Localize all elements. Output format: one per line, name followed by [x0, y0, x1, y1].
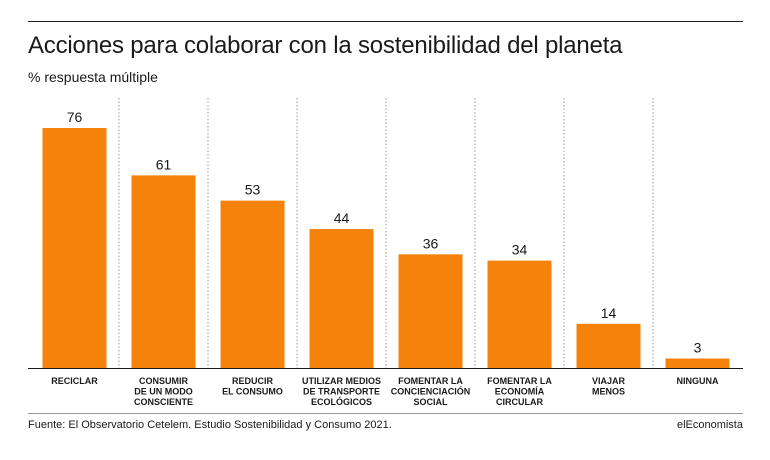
chart-subtitle: % respuesta múltiple: [28, 69, 158, 85]
category-label-line: CONSUMIR: [139, 376, 188, 386]
value-label: 36: [423, 235, 439, 251]
category-label-line: MENOS: [592, 387, 625, 397]
category-label: UTILIZAR MEDIOS DE TRANSPORTE ECOLÓGICOS: [302, 376, 381, 407]
bar: [220, 200, 285, 368]
category-label-line: FOMENTAR LA: [487, 376, 552, 386]
top-rule: [28, 21, 743, 22]
category-label-line: DE UN MODO: [134, 387, 193, 397]
value-label: 14: [601, 305, 617, 321]
source-note: Fuente: El Observatorio Cetelem. Estudio…: [28, 419, 392, 431]
bar: [665, 358, 730, 368]
category-label-line: ECONOMÍA: [495, 387, 545, 397]
category-label: FOMENTAR LA CONCIENCIACIÓN SOCIAL: [391, 376, 471, 407]
bar-chart: 76 61 53 44 36 34 14 3 RECICLAR CONSUMIR DE UN MO…: [28, 98, 743, 407]
value-label: 61: [156, 156, 172, 172]
bar: [576, 323, 641, 368]
category-label-line: UTILIZAR MEDIOS: [302, 376, 381, 386]
category-label-line: VIAJAR: [592, 376, 626, 386]
category-labels: RECICLAR CONSUMIR DE UN MODO CONSCIENTE REDU…: [51, 376, 719, 407]
category-label: RECICLAR: [51, 376, 98, 386]
footer-rule: [28, 413, 743, 414]
value-label: 44: [334, 210, 350, 226]
category-label-line: RECICLAR: [51, 376, 98, 386]
category-label-line: CIRCULAR: [496, 397, 543, 407]
brand-logo-text: elEconomista: [676, 419, 743, 431]
value-label: 34: [512, 242, 528, 258]
bar: [398, 254, 463, 368]
column-dividers: [118, 98, 654, 368]
bar: [42, 128, 107, 368]
bar: [131, 175, 196, 368]
category-label-line: ECOLÓGICOS: [311, 396, 372, 407]
value-label: 53: [245, 182, 261, 198]
category-label-line: CONSCIENTE: [134, 397, 193, 407]
category-label: REDUCIR EL CONSUMO: [222, 376, 283, 397]
value-label: 3: [694, 340, 702, 356]
category-label: NINGUNA: [677, 376, 719, 386]
category-label-line: SOCIAL: [413, 397, 448, 407]
category-label-line: NINGUNA: [677, 376, 719, 386]
chart-title: Acciones para colaborar con la sostenibi…: [28, 32, 623, 59]
value-labels: 76 61 53 44 36 34 14 3: [67, 109, 702, 356]
bars: [42, 128, 730, 368]
category-label-line: DE TRANSPORTE: [303, 387, 380, 397]
category-label: VIAJAR MENOS: [592, 376, 626, 397]
category-label: FOMENTAR LA ECONOMÍA CIRCULAR: [487, 376, 552, 407]
category-label-line: REDUCIR: [232, 376, 274, 386]
category-label-line: CONCIENCIACIÓN: [391, 386, 471, 397]
category-label-line: EL CONSUMO: [222, 387, 283, 397]
value-label: 76: [67, 109, 83, 125]
bar: [309, 229, 374, 368]
category-label: CONSUMIR DE UN MODO CONSCIENTE: [134, 376, 193, 407]
category-label-line: FOMENTAR LA: [398, 376, 463, 386]
bar: [487, 260, 552, 368]
